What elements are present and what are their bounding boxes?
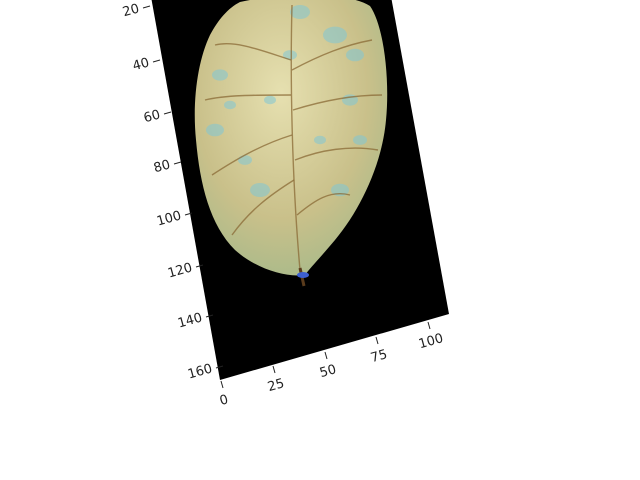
x-tick-mark <box>324 351 328 360</box>
leaf-vein <box>211 134 293 176</box>
x-tick-mark <box>272 365 276 374</box>
leaf-spot <box>250 183 270 197</box>
x-tick-label: 100 <box>417 331 445 352</box>
leaf-vein <box>204 94 292 101</box>
y-tick-mark <box>152 59 161 63</box>
y-tick-mark <box>184 212 193 216</box>
leaf-spot <box>323 26 347 44</box>
x-axis: 0 25 50 75 100 <box>218 321 445 409</box>
y-tick-mark <box>195 264 204 268</box>
leaf-spot <box>314 135 326 145</box>
leaf-icon <box>194 0 388 287</box>
y-tick-mark <box>142 5 151 9</box>
leaf-spot <box>346 48 364 62</box>
leaf-spot <box>264 95 276 105</box>
rotated-image <box>151 0 449 380</box>
y-tick-mark <box>215 365 224 369</box>
x-tick-mark <box>427 321 431 330</box>
y-tick-mark <box>163 111 172 115</box>
leaf-vein <box>290 4 301 271</box>
stem-tip <box>297 272 309 278</box>
leaf-spot <box>331 183 349 197</box>
leaf-vein <box>214 43 292 61</box>
y-tick-label: 40 <box>131 55 151 74</box>
x-tick-mark <box>375 336 379 345</box>
leaf-vein <box>294 147 379 161</box>
y-tick-mark <box>205 314 214 318</box>
x-tick-mark <box>220 380 224 389</box>
leaf-blade <box>194 0 388 276</box>
leaf-vein <box>231 179 295 236</box>
leaf-spot <box>224 100 236 110</box>
leaf-vein <box>291 39 373 71</box>
leaf-vein <box>292 94 383 111</box>
leaf-vein <box>296 193 351 216</box>
leaf-spot <box>283 50 297 60</box>
leaf-spot <box>290 5 310 19</box>
y-tick-mark <box>173 161 182 165</box>
leaf-spot <box>212 69 228 81</box>
y-tick-label: 160 <box>186 361 214 382</box>
x-tick-label: 25 <box>266 376 286 395</box>
x-tick-label: 0 <box>218 392 230 409</box>
leaf-spot <box>238 155 252 165</box>
y-axis: 20 40 60 80 100 120 140 160 <box>121 1 224 382</box>
leaf-spot <box>206 123 224 137</box>
x-tick-label: 50 <box>318 362 338 381</box>
x-tick-label: 75 <box>369 347 389 366</box>
y-tick-label: 60 <box>142 107 162 126</box>
leaf-veins <box>204 4 383 271</box>
y-tick-label: 100 <box>155 208 183 229</box>
y-tick-label: 140 <box>176 310 204 331</box>
leaf-spot <box>353 135 367 145</box>
y-tick-label: 80 <box>152 157 172 176</box>
y-tick-label: 120 <box>166 260 194 281</box>
y-tick-label: 20 <box>121 1 141 20</box>
